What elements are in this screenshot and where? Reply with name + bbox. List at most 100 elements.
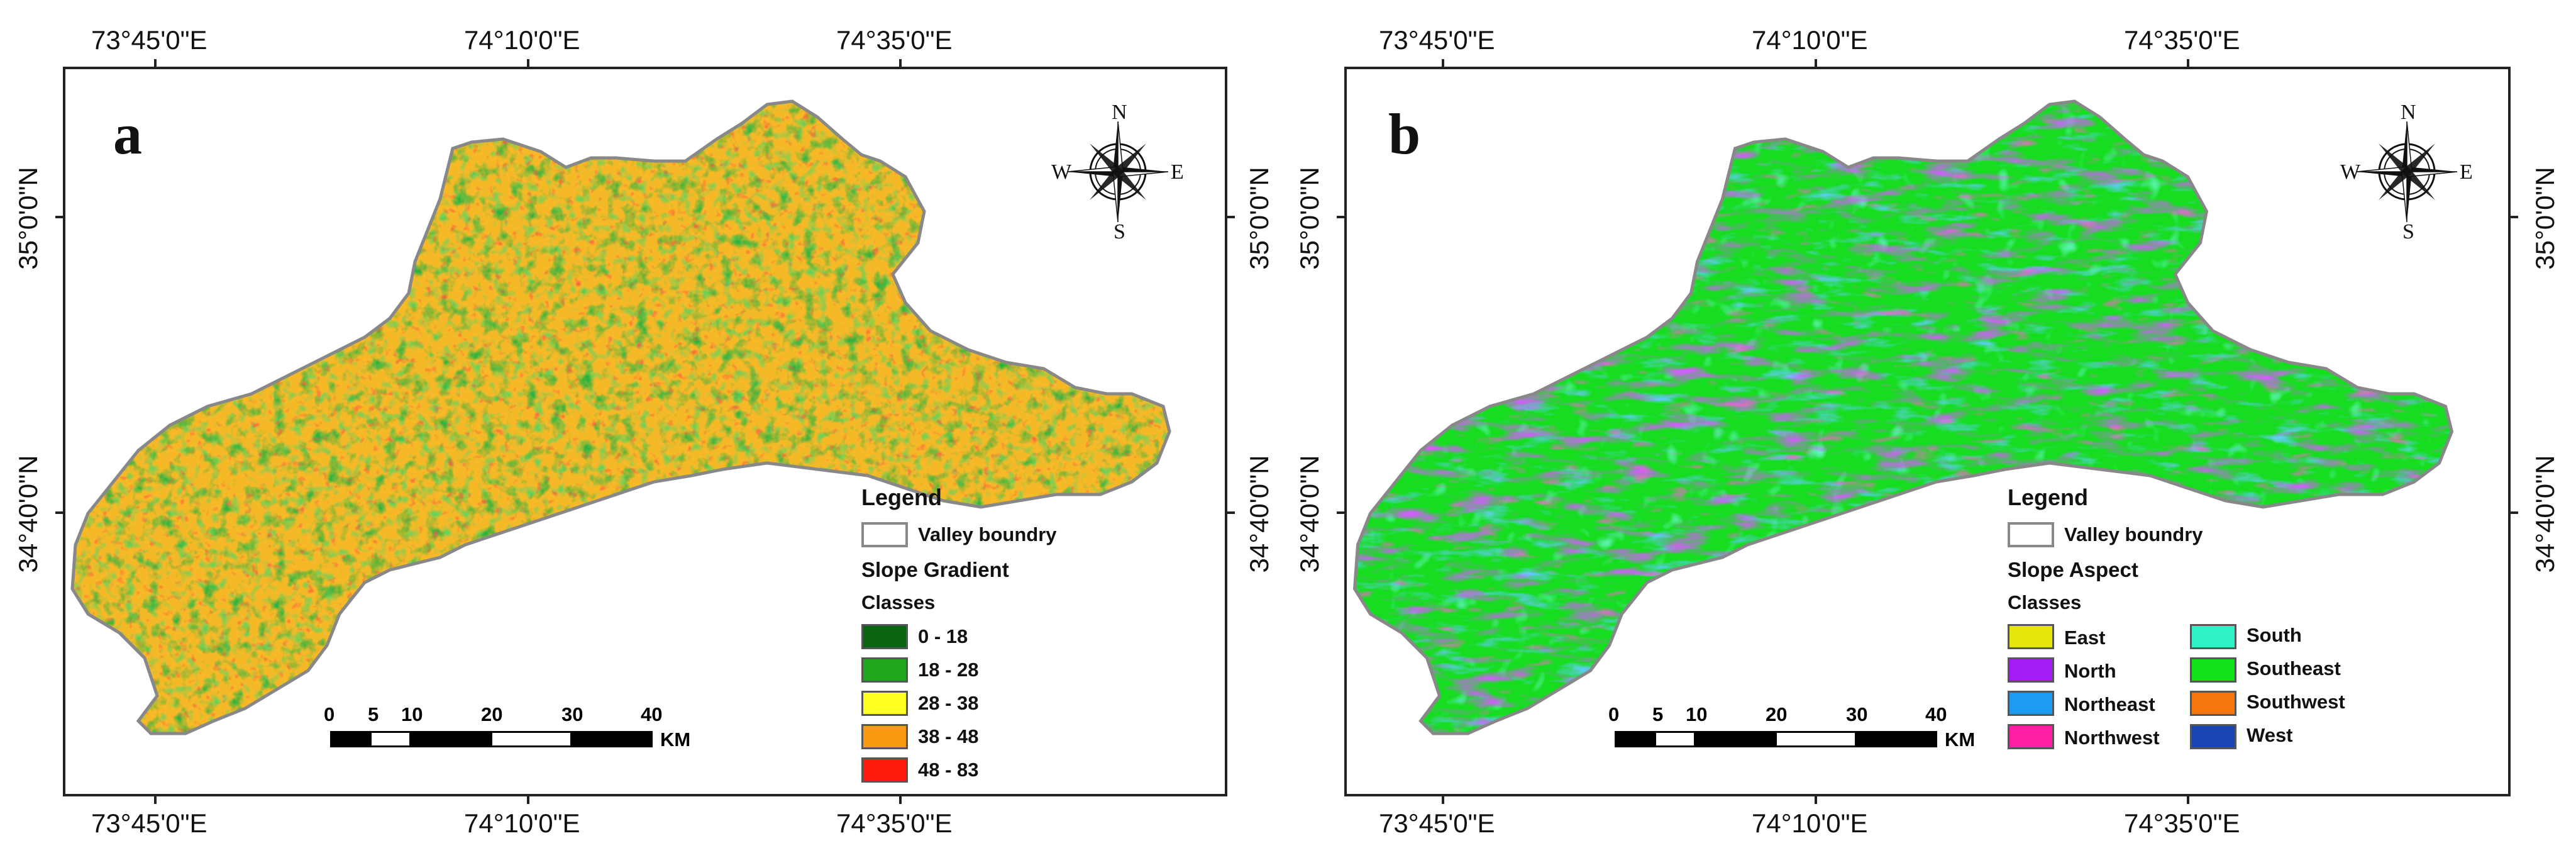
class-label: South — [2247, 624, 2302, 646]
scale-tick-label: 0 — [324, 703, 335, 725]
layer-title: Slope Aspect — [2008, 558, 2138, 581]
scale-segment — [1615, 731, 1656, 747]
compass-e: E — [1171, 160, 1184, 184]
panel-letter: b — [1388, 102, 1421, 166]
scale-tick-label: 5 — [1652, 703, 1664, 725]
scale-unit: KM — [1945, 728, 1976, 751]
scale-tick-label: 20 — [481, 703, 503, 725]
tick — [2187, 795, 2189, 804]
classes-title: Classes — [861, 591, 936, 613]
scale-tick-label: 20 — [1766, 703, 1788, 725]
tick — [2509, 511, 2518, 514]
class-swatch — [861, 624, 908, 649]
bottom-coord-2: 74°10'0"E — [464, 808, 580, 838]
slope-aspect-map — [1352, 99, 2454, 735]
bottom-coord-1: 73°45'0"E — [91, 808, 207, 838]
class-label: 0 - 18 — [918, 625, 968, 647]
scale-tick-label: 5 — [368, 703, 379, 725]
left-coord-1: 35°0'0"N — [13, 167, 43, 270]
class-swatch — [2008, 724, 2054, 749]
top-coord-3: 74°35'0"E — [836, 25, 953, 55]
scale-unit: KM — [660, 728, 691, 751]
class-swatch — [2008, 624, 2054, 649]
class-swatch — [2190, 657, 2236, 683]
scale-segment — [1654, 731, 1696, 747]
class-swatch — [2190, 624, 2236, 649]
class-label: North — [2064, 660, 2116, 682]
scale-segment — [370, 731, 411, 747]
layer-title: Slope Gradient — [861, 558, 1009, 581]
class-swatch — [861, 691, 908, 716]
tick — [1815, 59, 1817, 68]
compass-e: E — [2460, 160, 2473, 184]
left-coord-2: 34°40'0"N — [1295, 455, 1324, 573]
legend: Legend Valley boundry Slope Gradient Cla… — [861, 484, 1213, 793]
class-label: 28 - 38 — [918, 692, 979, 714]
class-swatch — [2008, 691, 2054, 716]
compass-w: W — [2340, 160, 2361, 184]
class-swatch — [2008, 657, 2054, 683]
tick — [1337, 511, 1346, 514]
tick — [154, 59, 157, 68]
class-label: 38 - 48 — [918, 725, 979, 747]
top-coord-1: 73°45'0"E — [91, 25, 207, 55]
compass-rose-icon — [2356, 121, 2458, 223]
boundary-swatch — [861, 522, 908, 547]
scale-segment — [1775, 731, 1857, 747]
tick — [1337, 216, 1346, 218]
right-coord-2: 34°40'0"N — [1244, 455, 1274, 573]
left-coord-2: 34°40'0"N — [13, 455, 43, 573]
class-label: East — [2064, 627, 2106, 649]
class-label: West — [2247, 724, 2293, 746]
compass-w: W — [1051, 160, 1072, 184]
scale-bar: 0 5 10 20 30 40 KM — [324, 703, 707, 760]
scale-tick-label: 40 — [1925, 703, 1947, 725]
top-coord-2: 74°10'0"E — [464, 25, 580, 55]
tick — [2187, 59, 2189, 68]
compass-n: N — [1112, 101, 1127, 124]
tick — [899, 59, 902, 68]
top-coord-1: 73°45'0"E — [1379, 25, 1495, 55]
class-label: Northeast — [2064, 693, 2155, 715]
legend: Legend Valley boundry Slope Aspect Class… — [2008, 484, 2485, 793]
scale-segment — [1694, 731, 1776, 747]
class-label: Southeast — [2247, 657, 2341, 679]
tick — [1815, 795, 1817, 804]
class-swatch — [2190, 691, 2236, 716]
scale-tick-label: 30 — [1846, 703, 1868, 725]
right-coord-1: 35°0'0"N — [1244, 167, 1274, 270]
bottom-coord-1: 73°45'0"E — [1379, 808, 1495, 838]
bottom-coord-3: 74°35'0"E — [2124, 808, 2240, 838]
tick — [1442, 795, 1444, 804]
scale-segment — [1855, 731, 1937, 747]
tick — [899, 795, 902, 804]
tick — [1226, 216, 1235, 218]
scale-tick-label: 30 — [561, 703, 583, 725]
tick — [527, 795, 529, 804]
panel-a: 73°45'0"E 74°10'0"E 74°35'0"E 35°0'0"N 3… — [13, 25, 1274, 838]
boundary-label: Valley boundry — [2064, 523, 2203, 545]
tick — [1226, 511, 1235, 514]
scale-segment — [571, 731, 653, 747]
tick — [2509, 216, 2518, 218]
class-label: Southwest — [2247, 691, 2345, 713]
boundary-label: Valley boundry — [918, 523, 1057, 545]
compass-rose-icon — [1067, 121, 1169, 223]
bottom-coord-3: 74°35'0"E — [836, 808, 953, 838]
tick — [55, 511, 64, 514]
class-label: Northwest — [2064, 727, 2160, 749]
left-coord-1: 35°0'0"N — [1295, 167, 1324, 270]
class-label: 18 - 28 — [918, 659, 979, 681]
right-coord-1: 35°0'0"N — [2530, 167, 2560, 270]
tick — [154, 795, 157, 804]
top-coord-3: 74°35'0"E — [2124, 25, 2240, 55]
right-coord-2: 34°40'0"N — [2530, 455, 2560, 573]
tick — [1442, 59, 1444, 68]
legend-title: Legend — [2008, 484, 2089, 510]
compass-s: S — [2402, 220, 2414, 243]
scale-segment — [410, 731, 492, 747]
class-swatch — [861, 657, 908, 683]
scale-tick-label: 0 — [1608, 703, 1620, 725]
class-swatch — [861, 757, 908, 783]
class-swatch — [861, 724, 908, 749]
